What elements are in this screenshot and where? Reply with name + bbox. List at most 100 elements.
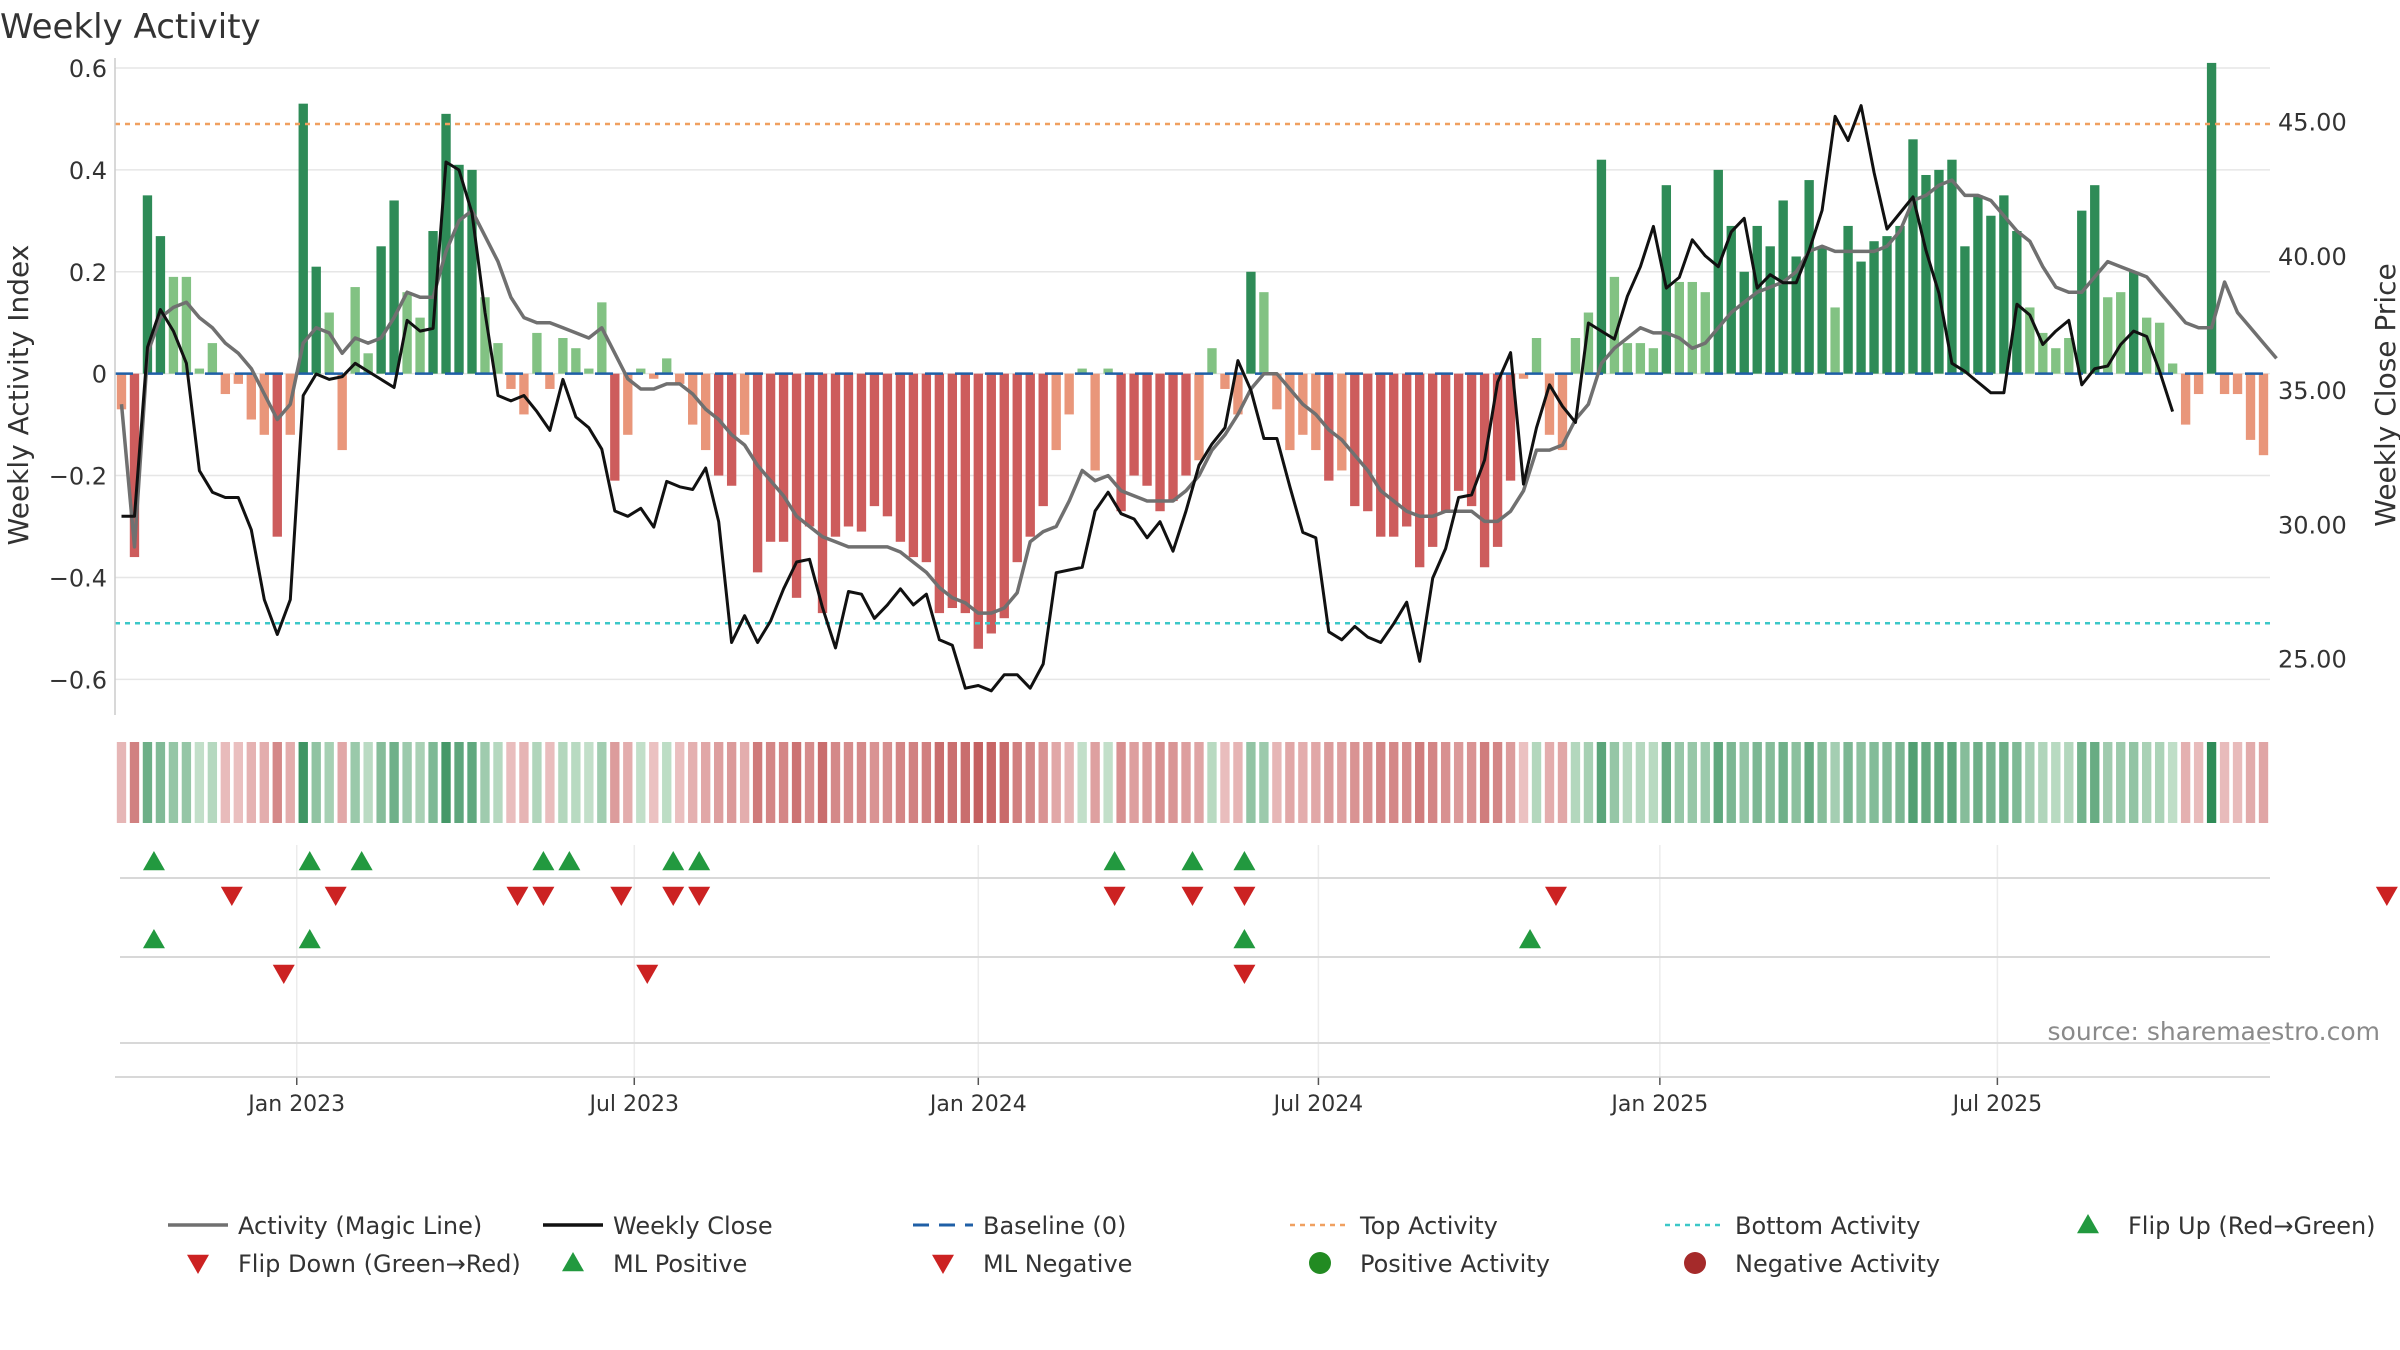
heat-strip-cell: [1505, 742, 1516, 823]
legend-label: Weekly Close: [613, 1212, 773, 1240]
activity-bar: [1492, 373, 1503, 547]
activity-bar: [1661, 185, 1672, 374]
activity-bar: [2219, 373, 2230, 395]
activity-bar: [1778, 200, 1788, 374]
legend-swatch-triangle: [187, 1254, 209, 1274]
heat-strip-cell: [1090, 742, 1100, 823]
activity-bar: [843, 373, 854, 527]
heat-strip-cell: [869, 742, 880, 823]
flip-up-marker: [532, 851, 555, 871]
heat-strip-cell: [726, 742, 737, 823]
heat-strip-cell: [1453, 742, 1464, 823]
activity-bar: [1012, 373, 1022, 563]
activity-bar: [830, 373, 841, 537]
heat-strip-cell: [246, 742, 256, 823]
heat-strip-cell: [1570, 742, 1581, 823]
y-left-tick-label: −0.4: [49, 564, 107, 592]
heat-strip-cell: [2154, 742, 2165, 823]
legend-label: ML Positive: [613, 1250, 747, 1278]
heat-strip-cell: [1648, 742, 1659, 823]
heat-strip-cell: [1051, 742, 1061, 823]
activity-bar: [856, 373, 867, 532]
flip-up-marker: [350, 851, 373, 871]
flip-down-marker: [610, 886, 633, 906]
heat-strip-cell: [285, 742, 295, 823]
activity-bar: [1856, 261, 1866, 374]
activity-bar: [1843, 225, 1853, 374]
activity-bar: [726, 373, 737, 486]
y-right-tick-label: 40.00: [2278, 243, 2347, 271]
activity-bar: [1285, 373, 1295, 451]
x-tick-label: Jan 2023: [246, 1092, 345, 1117]
activity-bar: [999, 373, 1009, 619]
activity-bar: [259, 373, 269, 435]
weekly-close-line: [121, 104, 2175, 693]
activity-bar: [1142, 373, 1152, 486]
activity-bar: [116, 373, 127, 410]
heat-strip-cell: [1207, 742, 1217, 823]
flip-down-marker: [532, 886, 555, 906]
legend-swatch-triangle: [562, 1252, 584, 1272]
magic-line: [119, 178, 2278, 615]
lines-layer: [115, 104, 2278, 693]
heat-strip-cell: [1765, 742, 1775, 823]
legend-label: Positive Activity: [1360, 1250, 1550, 1278]
heat-strip-cell: [830, 742, 841, 823]
activity-bar: [545, 373, 555, 389]
legend-item: Negative Activity: [1684, 1250, 1940, 1278]
heat-strip-cell: [778, 742, 789, 823]
activity-bar: [1609, 276, 1620, 374]
heat-strip-cell: [2012, 742, 2022, 823]
heat-strip-cell: [428, 742, 438, 823]
legend-item: Bottom Activity: [1665, 1212, 1920, 1240]
heat-strip-cell: [713, 742, 724, 823]
activity-bar: [1986, 215, 1996, 374]
heat-strip-cell: [402, 742, 412, 823]
legend-label: ML Negative: [983, 1250, 1132, 1278]
heat-strip-cell: [856, 742, 867, 823]
heat-strip-cell: [1181, 742, 1191, 823]
activity-bar: [1220, 373, 1230, 389]
heat-strip-cell: [1415, 742, 1425, 823]
heat-strip-cell: [2090, 742, 2100, 823]
axes-layer: 0.6 0.4 0.2 0 −0.2 −0.4 −0.6 45.00 40.00 35.00 30.…: [49, 55, 2347, 715]
heat-strip-cell: [532, 742, 542, 823]
activity-bar: [220, 373, 231, 395]
heat-strip-cell: [1778, 742, 1788, 823]
activity-bar: [675, 373, 685, 384]
activity-bar: [1064, 373, 1074, 415]
heat-strip-cell: [1142, 742, 1152, 823]
activity-bar: [895, 373, 906, 542]
heat-strip-cell: [298, 742, 308, 823]
legend: Activity (Magic Line) Weekly Close Baselin…: [168, 1212, 2376, 1278]
heat-strip-cell: [220, 742, 231, 823]
heat-strip-cell: [2051, 742, 2061, 823]
activity-bar: [1726, 225, 1736, 374]
activity-bar: [402, 292, 412, 374]
legend-item: ML Negative: [932, 1250, 1132, 1278]
heat-strip-cell: [1440, 742, 1451, 823]
flip-up-marker: [1103, 851, 1126, 871]
heat-strip-cell: [2141, 742, 2152, 823]
x-tick-label: Jul 2023: [588, 1092, 680, 1117]
flip-up-marker: [1233, 851, 1256, 871]
heat-strip-cell: [1531, 742, 1542, 823]
heat-strip-cell: [1817, 742, 1827, 823]
activity-bar: [1505, 373, 1516, 481]
activity-bar: [1168, 373, 1178, 502]
activity-bar: [2193, 373, 2204, 395]
heat-strip-cell: [1934, 742, 1944, 823]
heat-strip-cell: [1882, 742, 1892, 823]
heat-strip-cell: [1129, 742, 1139, 823]
activity-bar: [2232, 373, 2243, 395]
activity-bar: [1921, 174, 1931, 374]
activity-bar: [2154, 322, 2165, 374]
activity-bar: [1518, 373, 1529, 379]
activity-bar: [649, 373, 659, 379]
activity-bar: [1415, 373, 1425, 568]
heat-strip-cell: [155, 742, 166, 823]
activity-bar: [441, 113, 451, 374]
flip-down-marker: [1103, 886, 1126, 906]
activity-bar: [1051, 373, 1061, 451]
activity-bar: [207, 343, 218, 374]
